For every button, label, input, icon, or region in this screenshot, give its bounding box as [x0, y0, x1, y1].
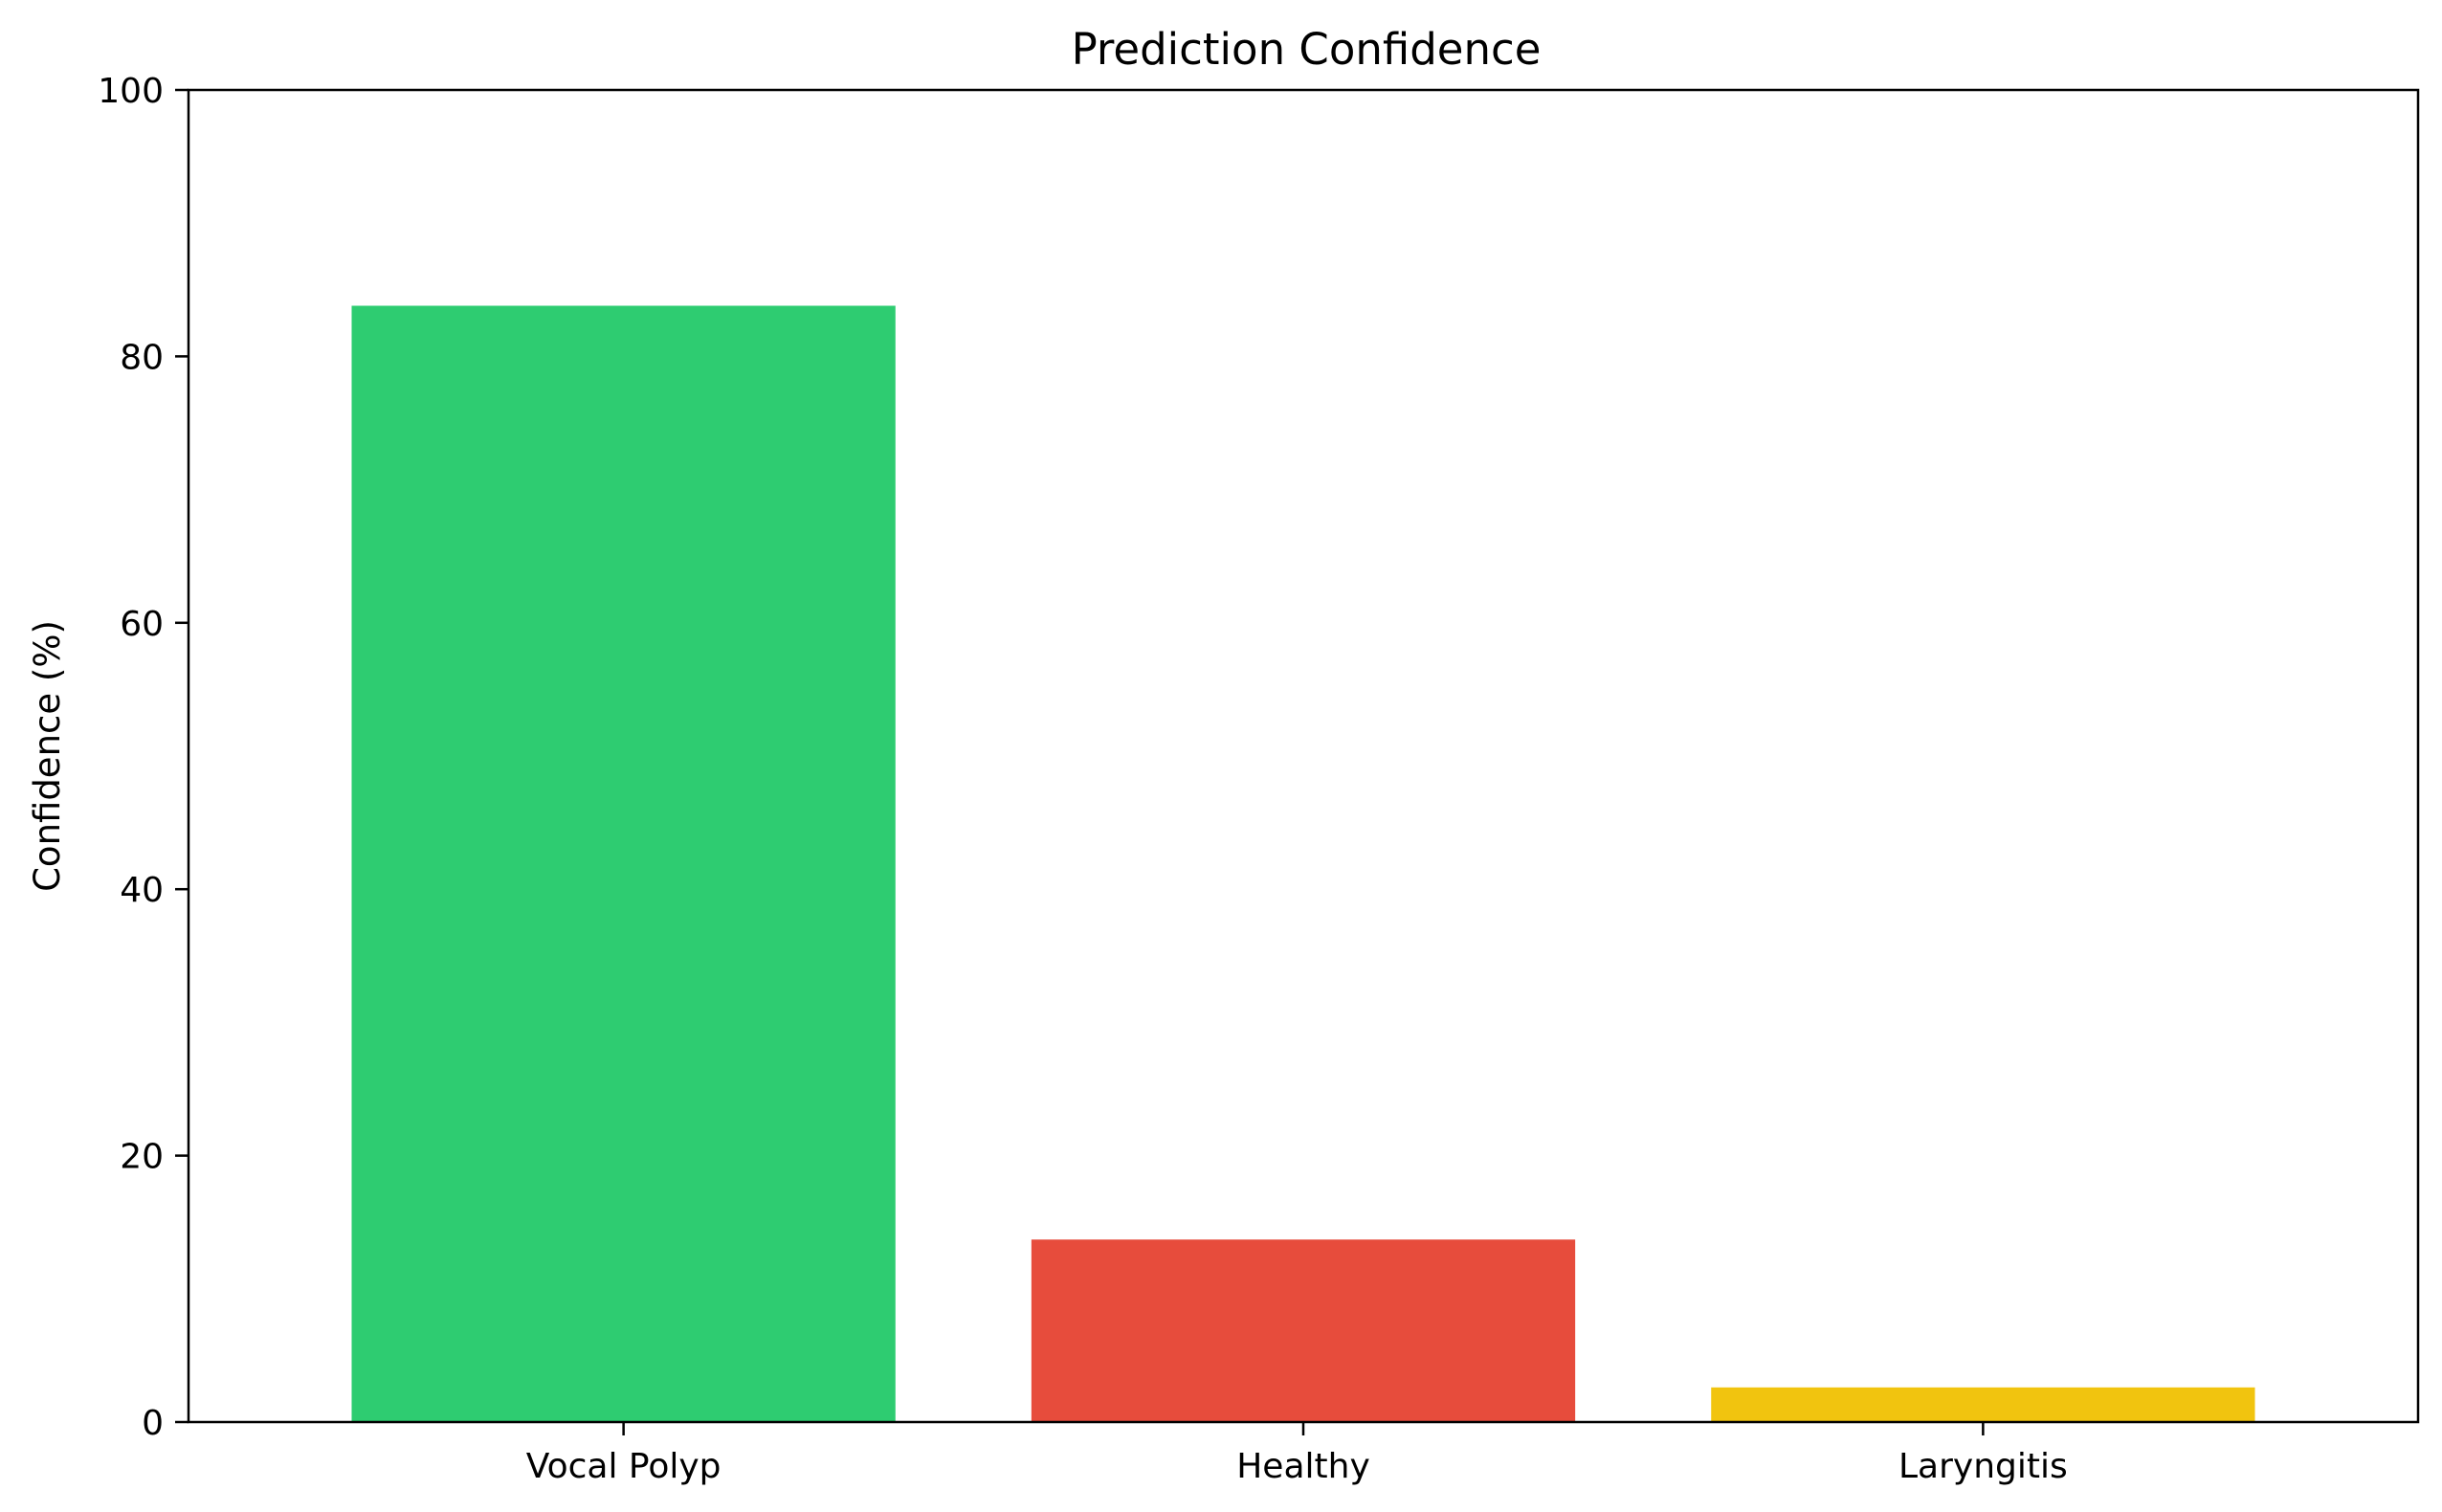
y-tick-label: 20 — [120, 1138, 164, 1177]
plot-area-frame — [187, 88, 2420, 1424]
y-axis-ticks: 0 20 40 60 80 100 — [98, 72, 189, 1443]
x-axis-ticks: Vocal Polyp Healthy Laryngitis — [526, 1422, 2068, 1486]
bar-healthy — [1031, 1239, 1576, 1422]
bars — [351, 305, 2255, 1422]
y-tick-label: 60 — [120, 605, 164, 644]
bar-vocal-polyp — [351, 305, 896, 1422]
x-tick-label: Laryngitis — [1898, 1447, 2068, 1486]
chart-title: Prediction Confidence — [1072, 24, 1542, 75]
y-tick-label: 80 — [120, 338, 164, 377]
bar-laryngitis — [1711, 1387, 2255, 1422]
y-tick-label: 40 — [120, 871, 164, 910]
y-axis-label: Confidence (%) — [27, 620, 68, 892]
x-tick-label: Healthy — [1236, 1447, 1370, 1486]
y-tick-label: 100 — [98, 72, 164, 111]
y-tick-label: 0 — [142, 1404, 164, 1443]
x-tick-label: Vocal Polyp — [526, 1447, 722, 1486]
